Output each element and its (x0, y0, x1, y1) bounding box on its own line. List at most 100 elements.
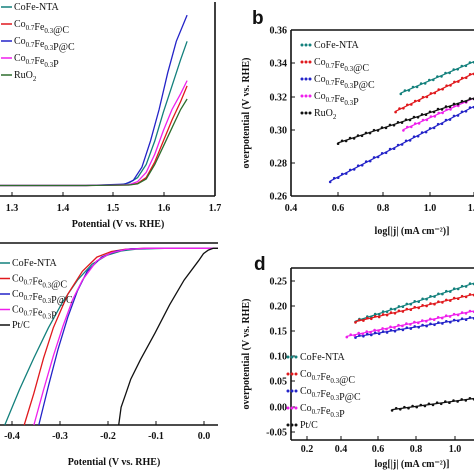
legend-swatch-dot (308, 43, 312, 47)
data-point (370, 317, 373, 321)
data-point (464, 285, 468, 288)
legend-subscript: 0.7 (326, 79, 335, 87)
legend-text: Co (314, 91, 326, 102)
data-point (393, 308, 397, 311)
data-point (362, 335, 365, 338)
legend-subscript: 0.3 (42, 282, 51, 290)
data-point (425, 95, 429, 99)
x-tick-label: -0.1 (148, 431, 164, 442)
data-point (396, 121, 400, 124)
data-point (417, 321, 420, 325)
legend-label: CoFe-NTA (14, 2, 60, 13)
data-point (424, 113, 428, 116)
legend-text: Fe (34, 56, 45, 67)
x-tick-label: 0.8 (410, 444, 423, 455)
y-tick-label: 0.10 (270, 352, 288, 363)
data-point (412, 115, 416, 119)
data-point (405, 307, 409, 311)
data-point (380, 152, 384, 155)
data-point (373, 328, 376, 332)
data-point (421, 95, 425, 99)
data-point (423, 404, 427, 408)
legend-subscript: 0.3 (42, 297, 51, 305)
legend-swatch-dot (304, 60, 308, 64)
y-tick-label: 0.25 (270, 277, 288, 288)
y-axis-title: overpotential (V vs. RHE) (241, 299, 252, 410)
data-point (396, 143, 400, 147)
data-point (425, 118, 429, 122)
series-line-3 (0, 80, 188, 187)
data-point (433, 323, 436, 327)
data-point (369, 331, 372, 334)
y-axis-title: overpotential (V vs. RHE) (241, 58, 252, 169)
data-point (401, 305, 405, 309)
legend-text: Co (12, 305, 24, 316)
legend-swatch-dot (304, 111, 308, 115)
x-tick-label: 1.7 (209, 203, 222, 214)
legend-text: Fe (334, 94, 345, 105)
data-point (445, 108, 448, 111)
y-tick-label: 0.26 (270, 192, 288, 203)
legend-label: Co0.7Fe0.3P@C (14, 36, 75, 53)
data-point (417, 99, 421, 102)
data-point (409, 323, 412, 326)
legend-swatch-dot (286, 372, 290, 376)
data-point (445, 289, 448, 293)
data-point (424, 130, 428, 134)
data-point (448, 401, 451, 405)
legend-text: Fe (320, 406, 331, 417)
data-point (429, 317, 432, 321)
data-point (428, 110, 432, 114)
data-point (399, 92, 403, 96)
data-point (432, 126, 436, 130)
legend-text: P (51, 311, 57, 322)
legend-swatch-dot (294, 406, 298, 410)
data-point (429, 322, 432, 326)
data-point (407, 406, 410, 410)
data-point (332, 176, 336, 180)
y-tick-label: 0.00 (270, 403, 288, 414)
data-point (420, 113, 424, 116)
legend-label: Co0.7Fe0.3@C (300, 369, 355, 386)
data-point (439, 402, 443, 406)
data-point (376, 155, 380, 159)
data-point (388, 123, 392, 127)
legend-text: @C (353, 63, 369, 74)
legend-swatch-dot (300, 94, 304, 98)
data-point (435, 401, 439, 405)
data-point (405, 302, 409, 306)
y-tick-label: 0.34 (270, 59, 288, 70)
legend-label: CoFe-NTA (12, 258, 58, 269)
legend-text: Fe (34, 39, 45, 50)
data-point (404, 139, 408, 143)
data-point (425, 320, 428, 323)
data-point (441, 322, 444, 325)
data-point (354, 336, 357, 339)
series-line-2 (38, 247, 218, 426)
legend-label: Co0.7Fe0.3P@C (300, 386, 361, 403)
data-point (456, 68, 460, 71)
data-point (344, 139, 348, 143)
y-tick-label: 0.30 (270, 126, 288, 137)
legend-subscript: 0.7 (24, 310, 33, 318)
data-point (408, 118, 412, 122)
data-point (397, 327, 401, 331)
data-point (464, 399, 468, 402)
data-point (440, 122, 444, 126)
data-point (437, 300, 440, 304)
legend-text: Co (314, 57, 326, 68)
data-point (415, 85, 419, 89)
legend-subscript: 2 (33, 75, 37, 83)
legend-swatch-dot (286, 406, 290, 410)
data-point (460, 284, 464, 288)
legend-text: P@C (339, 392, 361, 403)
legend-swatch-dot (290, 423, 294, 427)
data-point (394, 407, 398, 410)
data-point (405, 326, 409, 330)
data-point (460, 294, 464, 298)
data-point (403, 89, 407, 92)
x-tick-label: 1.6 (158, 203, 171, 214)
data-point (360, 134, 364, 138)
legend-swatch-dot (294, 355, 298, 359)
data-point (449, 299, 452, 302)
